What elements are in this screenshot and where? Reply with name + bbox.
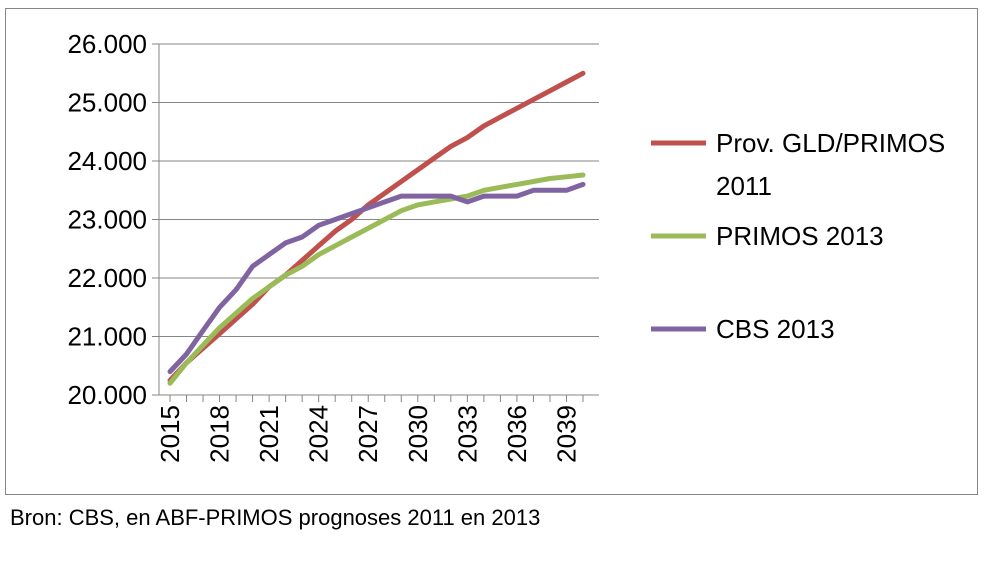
legend-label: PRIMOS 2013 xyxy=(716,221,884,251)
legend-label: CBS 2013 xyxy=(716,314,835,344)
series-line xyxy=(167,181,586,375)
y-tick-label: 21.000 xyxy=(67,322,147,352)
series-line xyxy=(167,70,586,383)
y-tick-label: 24.000 xyxy=(67,146,147,176)
y-tick-label: 23.000 xyxy=(67,205,147,235)
y-axis-tick-labels: 20.000 21.000 22.000 23.000 24.000 25.000 26.0… xyxy=(67,29,147,410)
axes xyxy=(152,43,599,402)
x-tick-label: 2027 xyxy=(353,405,383,463)
gridlines xyxy=(159,43,599,337)
x-axis-tick-labels: 2015 2018 2021 2024 2027 2030 2033 2036 2039 xyxy=(155,405,581,463)
line-chart: 20.000 21.000 22.000 23.000 24.000 25.000 26.0… xyxy=(67,29,945,463)
chart-frame: 20.000 21.000 22.000 23.000 24.000 25.000 26.0… xyxy=(5,8,978,495)
x-tick-label: 2015 xyxy=(155,405,185,463)
y-tick-label: 20.000 xyxy=(67,380,147,410)
y-tick-label: 26.000 xyxy=(67,29,147,59)
x-tick-label: 2018 xyxy=(205,405,235,463)
source-note: Bron: CBS, en ABF-PRIMOS prognoses 2011 … xyxy=(10,505,541,530)
y-tick-label: 25.000 xyxy=(67,88,147,118)
x-tick-label: 2033 xyxy=(452,405,482,463)
x-tick-label: 2030 xyxy=(403,405,433,463)
x-tick-label: 2039 xyxy=(551,405,581,463)
x-tick-label: 2036 xyxy=(502,405,532,463)
legend-label: Prov. GLD/PRIMOS xyxy=(716,128,945,158)
series-lines xyxy=(167,70,586,386)
y-tick-label: 22.000 xyxy=(67,263,147,293)
x-tick-label: 2021 xyxy=(254,405,284,463)
x-tick-label: 2024 xyxy=(304,405,334,463)
legend: Prov. GLD/PRIMOS 2011 PRIMOS 2013 CBS 2013 xyxy=(651,128,945,344)
legend-label-line2: 2011 xyxy=(716,171,772,201)
series-line xyxy=(167,172,586,386)
